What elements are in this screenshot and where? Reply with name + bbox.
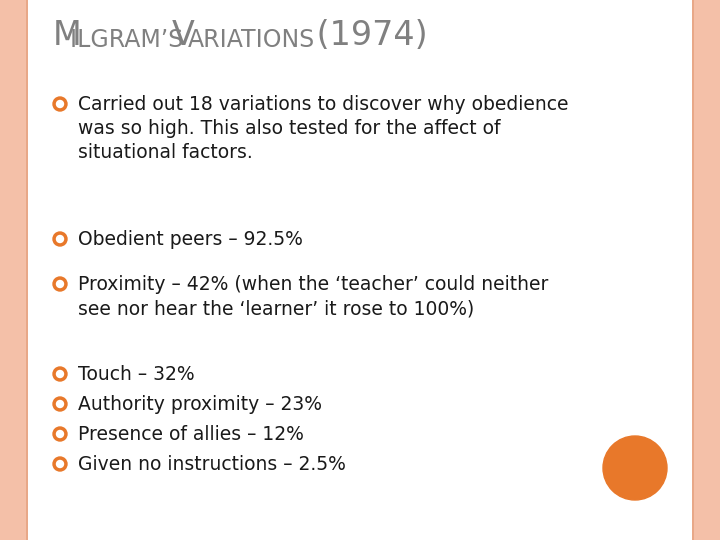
Text: Presence of allies – 12%: Presence of allies – 12%	[78, 425, 304, 444]
Text: (1974): (1974)	[306, 19, 428, 52]
Circle shape	[56, 280, 63, 287]
Bar	[692, 0, 694, 540]
Text: M: M	[53, 19, 82, 52]
Text: Carried out 18 variations to discover why obedience
was so high. This also teste: Carried out 18 variations to discover wh…	[78, 95, 569, 163]
Text: ILGRAM’S: ILGRAM’S	[70, 28, 191, 52]
Circle shape	[53, 232, 67, 246]
Text: V: V	[172, 19, 195, 52]
Text: Given no instructions – 2.5%: Given no instructions – 2.5%	[78, 455, 346, 474]
Circle shape	[53, 427, 67, 441]
Text: Obedient peers – 92.5%: Obedient peers – 92.5%	[78, 230, 303, 249]
Circle shape	[56, 370, 63, 377]
Bar	[0, 0, 28, 540]
Text: Touch – 32%: Touch – 32%	[78, 365, 194, 384]
Circle shape	[53, 277, 67, 291]
Text: Authority proximity – 23%: Authority proximity – 23%	[78, 395, 322, 414]
Circle shape	[56, 461, 63, 468]
Circle shape	[603, 436, 667, 500]
Circle shape	[56, 235, 63, 242]
Circle shape	[53, 397, 67, 411]
Circle shape	[53, 97, 67, 111]
Bar	[692, 0, 720, 540]
Circle shape	[56, 430, 63, 437]
Circle shape	[53, 367, 67, 381]
Circle shape	[56, 100, 63, 107]
Circle shape	[53, 457, 67, 471]
Circle shape	[56, 401, 63, 408]
Text: ARIATIONS: ARIATIONS	[188, 28, 315, 52]
Bar	[26, 0, 28, 540]
Text: Proximity – 42% (when the ‘teacher’ could neither
see nor hear the ‘learner’ it : Proximity – 42% (when the ‘teacher’ coul…	[78, 275, 549, 318]
